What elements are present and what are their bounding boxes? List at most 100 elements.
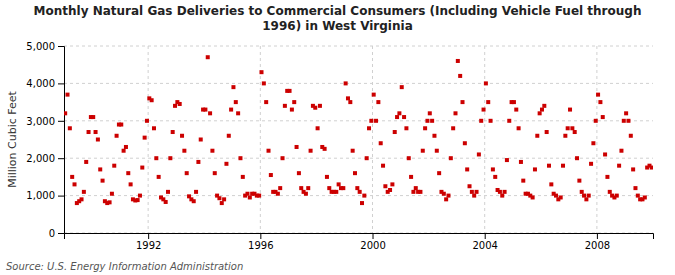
point (535, 134, 539, 138)
point (554, 194, 558, 198)
point (119, 123, 123, 127)
point (542, 104, 546, 108)
point (334, 190, 338, 194)
tick-label: 0 (49, 228, 55, 239)
point (194, 190, 198, 194)
point (414, 186, 418, 190)
point (393, 130, 397, 134)
point (594, 119, 598, 123)
point (372, 93, 376, 97)
point (150, 98, 154, 102)
grid-line (64, 195, 653, 196)
point (260, 70, 264, 74)
point (563, 134, 567, 138)
point (299, 186, 303, 190)
point (309, 149, 313, 153)
point (98, 167, 102, 171)
point (591, 141, 595, 145)
point (650, 166, 653, 170)
point (231, 85, 235, 89)
point (269, 173, 273, 177)
point (472, 194, 476, 198)
point (91, 115, 95, 119)
point (227, 134, 231, 138)
point (295, 145, 299, 149)
point (636, 194, 640, 198)
point (507, 119, 511, 123)
point (337, 182, 341, 186)
point (498, 190, 502, 194)
point (566, 126, 570, 130)
point (351, 149, 355, 153)
grid (64, 46, 653, 233)
point (164, 200, 168, 204)
point (124, 145, 128, 149)
point (514, 108, 518, 112)
point (531, 195, 535, 199)
tick-label: 2004 (472, 240, 497, 251)
point (617, 164, 621, 168)
point (241, 175, 245, 179)
point (281, 156, 285, 160)
point (327, 186, 331, 190)
tick: 2000 (360, 233, 385, 251)
point (601, 115, 605, 119)
point (245, 192, 249, 196)
tick: 2008 (585, 233, 610, 251)
point (631, 167, 635, 171)
plot: 1992199620002004200801,0002,0003,0004,00… (26, 41, 653, 251)
point (619, 149, 623, 153)
point (152, 126, 156, 130)
tick-label: 2,000 (26, 153, 55, 164)
point (633, 186, 637, 190)
point (290, 108, 294, 112)
point (421, 149, 425, 153)
point (493, 175, 497, 179)
point (68, 126, 72, 130)
point (323, 147, 327, 151)
point (66, 93, 70, 97)
point (154, 156, 158, 160)
point (84, 160, 88, 164)
point (376, 100, 380, 104)
point (463, 141, 467, 145)
point (603, 152, 607, 156)
point (283, 104, 287, 108)
point (491, 167, 495, 171)
axis-line (65, 234, 654, 240)
point (470, 190, 474, 194)
point (224, 162, 228, 166)
tick-mark (58, 233, 64, 234)
point (468, 184, 472, 188)
tick-mark (58, 158, 64, 159)
point (192, 199, 196, 203)
tick-label: 5,000 (26, 41, 55, 52)
point (264, 100, 268, 104)
point (582, 194, 586, 198)
point (353, 171, 357, 175)
point (547, 164, 551, 168)
tick: 0 (49, 228, 64, 239)
grid-line (484, 46, 485, 233)
point (580, 190, 584, 194)
point (624, 111, 628, 115)
point (126, 171, 130, 175)
point (442, 192, 446, 196)
point (94, 130, 98, 134)
tick: 2,000 (26, 153, 64, 164)
tick-mark (148, 233, 149, 239)
y-axis-title: Million Cubic Feet (6, 90, 19, 187)
point (449, 156, 453, 160)
tick-mark (58, 83, 64, 84)
point (411, 190, 415, 194)
point (503, 190, 507, 194)
point (129, 182, 133, 186)
point (182, 149, 186, 153)
point (587, 194, 591, 198)
point (482, 108, 486, 112)
point (306, 186, 310, 190)
points (64, 55, 653, 205)
point (500, 194, 504, 198)
tick: 1992 (136, 233, 161, 251)
point (577, 179, 581, 183)
